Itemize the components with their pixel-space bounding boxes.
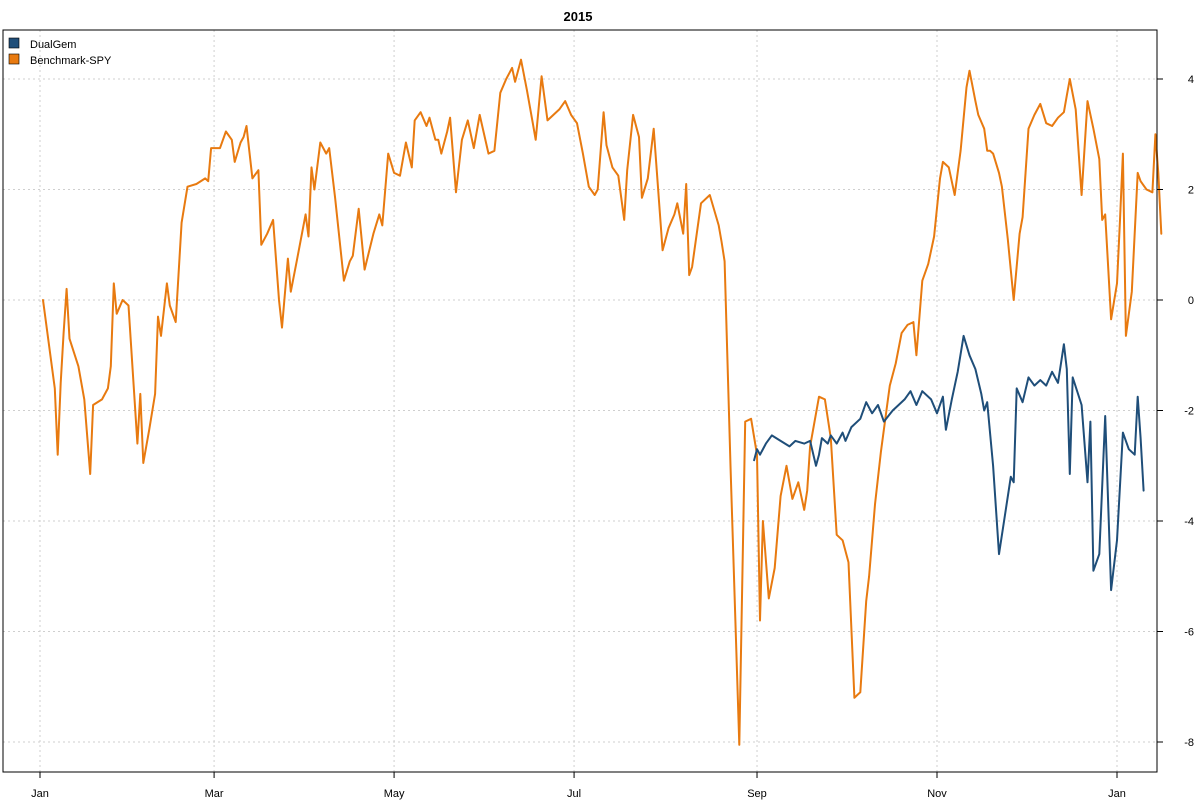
legend-swatch <box>8 53 20 65</box>
y-tick-label: -6 <box>1184 627 1194 639</box>
y-tick-label: -8 <box>1184 737 1194 749</box>
x-axis: Jan Mar May Jul Sep Nov Jan <box>31 771 1126 800</box>
legend-label: DualGem <box>30 39 76 51</box>
x-tick-label: Jan <box>1108 788 1126 800</box>
series-lines <box>42 58 1163 746</box>
y-tick-label: 4 <box>1188 74 1194 86</box>
x-tick-label: Jul <box>567 788 581 800</box>
series-line-dualgem <box>753 334 1145 592</box>
legend-swatch <box>8 37 20 49</box>
y-axis: 4 2 0 -2 -4 -6 -8 <box>1156 74 1194 749</box>
y-tick-label: -4 <box>1184 516 1194 528</box>
y-tick-label: -2 <box>1184 406 1194 418</box>
legend-label: Benchmark-SPY <box>30 55 112 67</box>
grid <box>3 30 1157 772</box>
x-tick-label: Mar <box>205 788 224 800</box>
y-tick-label: 2 <box>1188 185 1194 197</box>
x-tick-label: Nov <box>927 788 947 800</box>
chart-title: 2015 <box>564 9 593 24</box>
y-tick-label: 0 <box>1188 295 1194 307</box>
series-line-benchmark-spy <box>42 58 1163 746</box>
x-tick-label: May <box>384 788 405 800</box>
x-tick-label: Jan <box>31 788 49 800</box>
x-tick-label: Sep <box>747 788 767 800</box>
legend: DualGem Benchmark-SPY <box>8 37 112 67</box>
